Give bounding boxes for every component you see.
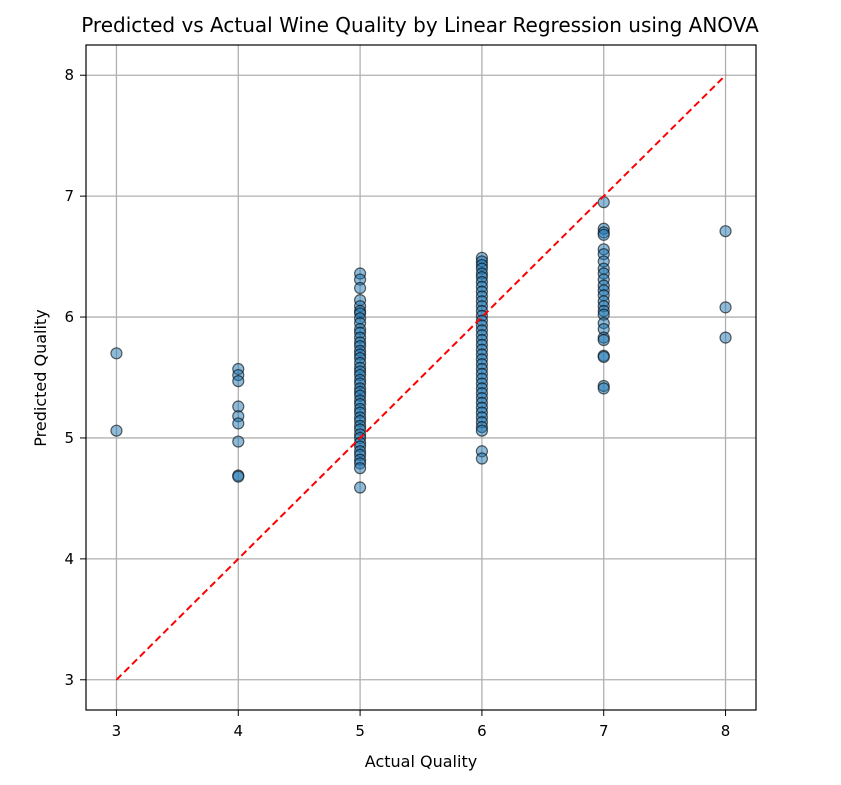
data-point <box>719 331 732 344</box>
x-tick-label: 8 <box>721 722 731 740</box>
x-tick-label: 4 <box>233 722 243 740</box>
x-tick-label: 3 <box>112 722 122 740</box>
y-axis-label: Predicted Quality <box>31 309 50 446</box>
chart-title: Predicted vs Actual Wine Quality by Line… <box>81 13 759 37</box>
data-point <box>232 435 245 448</box>
data-point <box>232 470 245 483</box>
data-point <box>475 424 489 437</box>
data-point <box>597 382 610 395</box>
x-tick-label: 6 <box>477 722 487 740</box>
y-tick-label: 5 <box>64 429 74 447</box>
x-tick-label: 5 <box>355 722 365 740</box>
data-point <box>110 347 123 360</box>
plot-frame <box>85 44 757 711</box>
data-point <box>353 281 367 295</box>
reference-line <box>115 74 727 681</box>
x-tick-label: 7 <box>599 722 609 740</box>
data-points <box>110 196 732 494</box>
data-point <box>719 301 732 314</box>
data-point <box>597 228 610 241</box>
y-tick-label: 3 <box>64 671 74 689</box>
grid-lines <box>86 45 756 710</box>
data-point <box>232 417 245 430</box>
data-point <box>719 225 732 238</box>
data-point <box>353 481 367 494</box>
data-point <box>597 350 610 364</box>
y-tick-label: 6 <box>64 308 74 326</box>
y-tick-label: 7 <box>64 187 74 205</box>
data-point <box>475 452 489 465</box>
x-axis-label: Actual Quality <box>365 752 477 771</box>
y-tick-label: 8 <box>64 66 74 84</box>
data-point <box>597 333 610 347</box>
axis-ticks: 3 4 5 6 7 8 3 4 5 6 7 8 <box>64 66 730 740</box>
data-point <box>110 424 123 437</box>
data-point <box>597 196 610 209</box>
y-tick-label: 4 <box>64 550 74 568</box>
data-point <box>353 462 367 475</box>
data-point <box>232 375 245 388</box>
